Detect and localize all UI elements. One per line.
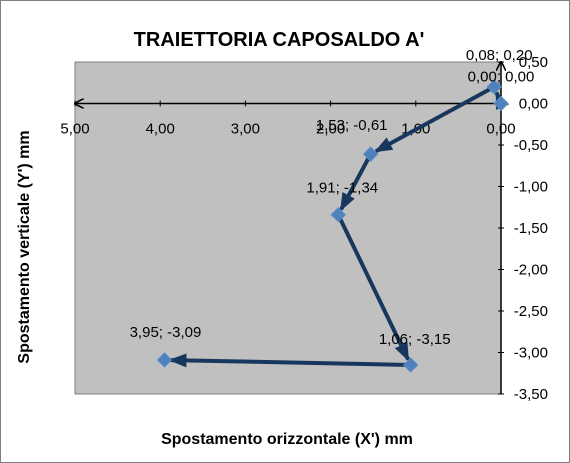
data-label: 1,53; -0,61 <box>316 117 388 134</box>
trajectory-segment <box>374 85 496 154</box>
axis-lines <box>75 62 504 395</box>
x-tick-label: 4,00 <box>146 121 175 138</box>
x-tick-label: 3,00 <box>231 121 260 138</box>
chart-title: TRAIETTORIA CAPOSALDO A' <box>134 29 425 51</box>
y-tick-label: -0,50 <box>514 137 548 154</box>
data-label: 1,06; -3,15 <box>379 331 451 348</box>
y-tick-label: 0,50 <box>519 54 548 71</box>
trajectory-segment <box>336 213 410 362</box>
plot-area <box>74 61 502 395</box>
data-point-marker <box>156 352 173 368</box>
data-point-marker <box>330 207 346 223</box>
x-tick-label: 5,00 <box>60 121 89 138</box>
data-label: 0,00; 0,00 <box>468 69 535 86</box>
data-point-marker <box>362 146 379 162</box>
data-label: 1,91; -1,34 <box>306 180 378 197</box>
trajectory-lines <box>168 85 510 368</box>
data-point-marker <box>402 357 419 373</box>
data-label: 3,95; -3,09 <box>130 324 202 341</box>
y-tick-label: -2,00 <box>514 262 548 279</box>
y-tick-label: -2,50 <box>514 303 548 320</box>
trajectory-segment <box>168 353 411 368</box>
y-tick-label: -3,50 <box>514 386 548 403</box>
data-label: 0,08; 0,20 <box>466 47 533 64</box>
y-tick-labels: 0,50 0,00 -0,50 -1,00 -1,50 -2,00 -2,50 -3,00 -3… <box>514 54 548 403</box>
trajectory-segment <box>339 153 373 212</box>
data-labels: 0,00; 0,00 0,08; 0,20 1,53; -0,61 1,91; -1,… <box>130 47 535 348</box>
x-tick-label: 2,00 <box>316 121 345 138</box>
data-point-marker <box>486 79 502 95</box>
y-tick-label: -3,00 <box>514 345 548 362</box>
x-axis-title: Spostamento orizzontale (X') mm <box>161 431 413 448</box>
y-tick-label: -1,00 <box>514 179 548 196</box>
data-markers <box>156 79 509 373</box>
y-tick-label: 0,00 <box>519 96 548 113</box>
data-point-marker <box>493 95 509 112</box>
y-axis-title: Spostamento verticale (Y') mm <box>16 130 33 363</box>
y-tick-label: -1,50 <box>514 220 548 237</box>
